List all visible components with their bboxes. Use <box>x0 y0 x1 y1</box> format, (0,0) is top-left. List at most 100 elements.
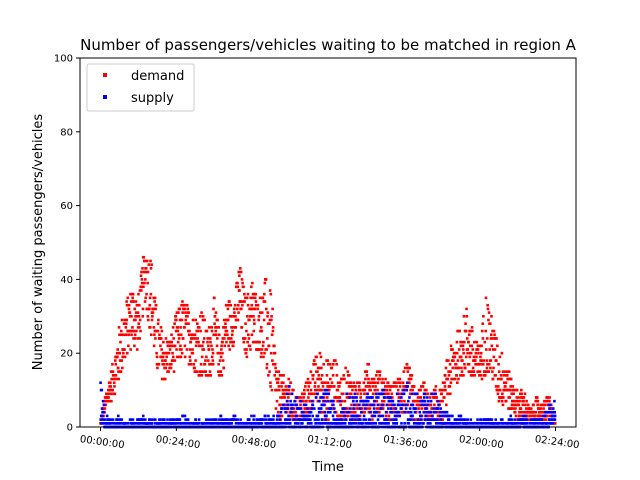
demand-point <box>112 377 116 381</box>
demand-point <box>326 359 330 362</box>
demand-point <box>378 370 382 373</box>
demand-point <box>325 407 328 410</box>
demand-point <box>226 303 229 307</box>
demand-point <box>135 329 138 333</box>
supply-point <box>331 414 335 418</box>
demand-point <box>187 362 191 366</box>
demand-point <box>165 340 169 344</box>
demand-point <box>485 359 489 362</box>
supply-point <box>343 414 347 418</box>
demand-point <box>231 326 235 329</box>
demand-point <box>174 315 178 318</box>
supply-point <box>323 399 326 403</box>
demand-point <box>146 270 150 274</box>
demand-point <box>266 337 269 340</box>
demand-point <box>490 344 494 348</box>
supply-point <box>349 422 353 425</box>
supply-point <box>99 381 102 385</box>
demand-point <box>398 381 402 385</box>
supply-point <box>331 399 335 403</box>
demand-point <box>157 362 161 366</box>
demand-point <box>251 281 254 285</box>
demand-point <box>420 407 424 410</box>
demand-point <box>219 370 223 373</box>
demand-point <box>319 410 323 414</box>
demand-point <box>387 392 390 396</box>
supply-point <box>497 422 500 425</box>
supply-point <box>345 410 349 414</box>
supply-point <box>419 414 423 418</box>
demand-point <box>124 326 128 329</box>
supply-point <box>109 422 113 425</box>
supply-point <box>381 414 385 418</box>
demand-point <box>511 399 515 403</box>
supply-point <box>478 422 482 425</box>
demand-point <box>479 351 483 355</box>
demand-point <box>501 392 504 396</box>
supply-point <box>308 422 312 425</box>
supply-point <box>364 418 367 421</box>
demand-point <box>192 337 195 340</box>
demand-point <box>543 403 547 407</box>
demand-point <box>307 392 311 396</box>
supply-point <box>272 418 275 421</box>
demand-point <box>510 407 513 410</box>
legend-marker-demand <box>103 73 107 77</box>
supply-point <box>163 418 166 421</box>
demand-point <box>321 410 324 414</box>
supply-point <box>393 422 397 425</box>
demand-point <box>123 322 126 325</box>
supply-point <box>411 414 414 418</box>
demand-point <box>479 374 483 377</box>
demand-point <box>399 392 402 396</box>
demand-point <box>221 359 225 362</box>
demand-point <box>128 311 132 314</box>
supply-point <box>372 403 375 407</box>
supply-point <box>310 407 314 410</box>
supply-point <box>387 407 390 410</box>
demand-point <box>283 396 287 399</box>
supply-point <box>318 422 322 425</box>
supply-point <box>426 396 429 399</box>
demand-point <box>508 388 512 392</box>
supply-point <box>551 422 555 425</box>
demand-point <box>461 340 464 344</box>
demand-point <box>302 399 305 403</box>
demand-point <box>490 337 494 340</box>
demand-point <box>207 326 211 329</box>
demand-point <box>450 377 453 381</box>
supply-point <box>288 385 291 388</box>
supply-point <box>390 418 393 421</box>
demand-point <box>165 362 169 366</box>
demand-point <box>153 296 157 300</box>
demand-point <box>150 318 154 322</box>
demand-point <box>512 388 516 392</box>
demand-point <box>349 410 353 414</box>
demand-point <box>350 385 354 388</box>
demand-point <box>138 318 142 322</box>
demand-point <box>217 326 221 329</box>
demand-point <box>201 344 204 348</box>
supply-point <box>321 418 324 421</box>
demand-point <box>149 333 153 337</box>
demand-point <box>230 333 234 337</box>
demand-point <box>244 351 248 355</box>
y-tick-label: 40 <box>60 275 73 286</box>
supply-point <box>310 422 313 425</box>
demand-point <box>135 348 139 351</box>
supply-point <box>345 392 349 396</box>
demand-point <box>379 403 383 407</box>
demand-point <box>212 307 215 311</box>
supply-point <box>429 422 432 425</box>
y-tick-label: 20 <box>60 349 73 360</box>
supply-point <box>327 407 331 410</box>
demand-point <box>455 374 458 377</box>
demand-point <box>503 370 507 373</box>
supply-point <box>296 418 299 421</box>
supply-point <box>267 414 270 418</box>
demand-point <box>226 333 229 337</box>
demand-point <box>550 407 553 410</box>
demand-point <box>139 329 142 333</box>
supply-point <box>165 422 168 425</box>
